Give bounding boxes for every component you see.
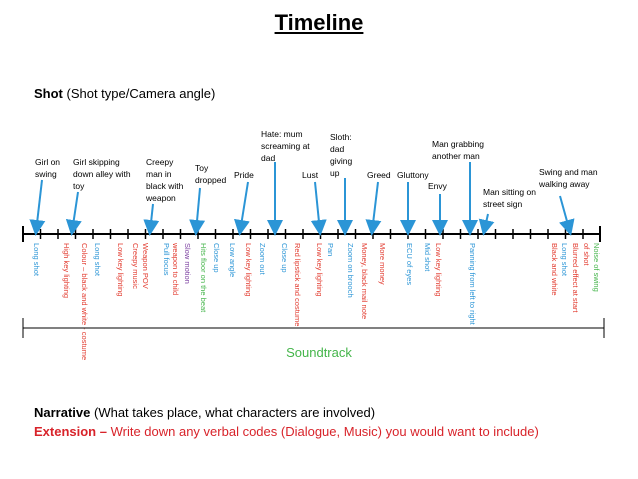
shot-note: Noise of swing	[592, 243, 601, 292]
extension-bold: Extension –	[34, 424, 107, 439]
shot-note: Low key lighting	[116, 243, 125, 296]
event-arrow	[233, 181, 250, 236]
event-caption: Girl on swing	[35, 157, 61, 179]
event-caption: Man sitting on street sign	[483, 187, 536, 209]
shot-note: Long shot	[93, 243, 102, 277]
shot-note: Weapon POV	[141, 243, 150, 289]
narrative-rest: (What takes place, what characters are i…	[90, 405, 376, 420]
event-caption: Hate: mum screaming at dad	[261, 129, 310, 163]
shot-row-label: Shot (Shot type/Camera angle)	[34, 86, 215, 101]
shot-note: Creepy music	[131, 243, 140, 289]
shot-note: of shot	[582, 243, 591, 266]
shot-note: weapon to child	[171, 242, 180, 295]
event-caption: Envy	[428, 181, 447, 191]
shot-note: Slow motion	[183, 243, 192, 284]
shot-note: Low angle	[228, 243, 237, 277]
event-arrow	[365, 181, 382, 236]
extension-rest: Write down any verbal codes (Dialogue, M…	[106, 424, 539, 439]
shot-note: Low key lighting	[244, 243, 253, 296]
event-caption: Pride	[234, 170, 254, 180]
event-caption: Lust	[302, 170, 319, 180]
shot-note: Zoom out	[258, 243, 267, 276]
shot-note: Long shot	[560, 243, 569, 277]
shot-note: Close up	[280, 243, 289, 273]
event-caption: Man grabbing another man	[432, 139, 484, 161]
shot-note: Zoom on brooch	[346, 243, 355, 298]
shot-note: Mid shot	[423, 243, 432, 272]
page-title: Timeline	[274, 10, 364, 35]
event-caption: Gluttony	[397, 170, 429, 180]
shot-note: Close up	[212, 243, 221, 273]
event-arrow	[310, 181, 327, 236]
event-caption: Creepy man in black with weapon	[146, 157, 184, 203]
shot-note: Black and white	[550, 243, 559, 296]
event-caption: Sloth: dad giving up	[330, 132, 353, 178]
event-caption: Girl skipping down alley with toy	[73, 157, 131, 191]
event-arrow	[29, 179, 46, 236]
shot-note: Panning from left to right	[468, 243, 477, 326]
shot-note: More money	[378, 243, 387, 285]
shot-note: Blurred effect at start	[571, 243, 580, 313]
shot-note: High key lighting	[62, 243, 71, 298]
extension-prompt: Extension – Write down any verbal codes …	[34, 423, 574, 441]
event-arrow	[559, 195, 575, 236]
shot-note: Colour – black and white - costume	[80, 243, 89, 360]
shot-note: Low key lighting	[434, 243, 443, 296]
shot-note: Pull focus	[162, 243, 171, 276]
shot-note: ECU of eyes	[405, 243, 414, 285]
shot-note: Red lipstick and costume	[293, 243, 302, 326]
soundtrack-bracket	[22, 318, 605, 338]
shot-label-rest: (Shot type/Camera angle)	[62, 86, 216, 101]
event-arrow	[189, 187, 206, 236]
soundtrack-label: Soundtrack	[286, 345, 352, 360]
shot-label-bold: Shot	[34, 86, 63, 101]
event-caption: Swing and man walking away	[539, 167, 598, 189]
shot-note: Low key lighting	[315, 243, 324, 296]
event-arrow	[143, 203, 160, 236]
shot-note: Hits floor on the beat	[199, 243, 208, 313]
event-caption: Greed	[367, 170, 391, 180]
event-arrow	[65, 191, 82, 236]
narrative-bold: Narrative	[34, 405, 91, 420]
shot-note: Pan	[326, 243, 335, 256]
narrative-prompt: Narrative (What takes place, what charac…	[34, 404, 604, 422]
shot-note: Money, black mail note	[360, 243, 369, 319]
event-caption: Toy dropped	[195, 163, 227, 185]
shot-note: Long shot	[32, 243, 41, 277]
event-arrow	[478, 213, 495, 236]
